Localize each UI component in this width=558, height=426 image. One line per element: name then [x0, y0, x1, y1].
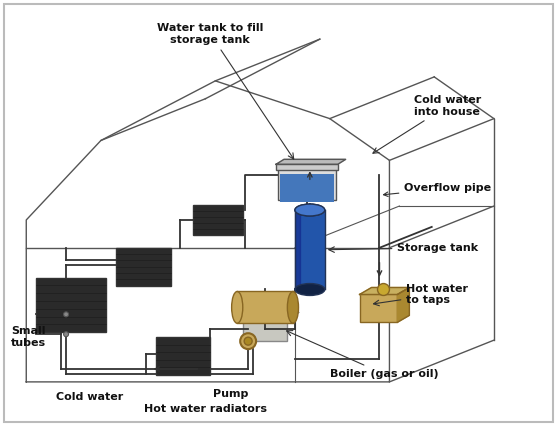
Text: Cold water
into house: Cold water into house [373, 95, 482, 153]
FancyBboxPatch shape [243, 320, 287, 341]
Text: Overflow pipe: Overflow pipe [383, 183, 492, 196]
Ellipse shape [295, 204, 325, 216]
Circle shape [240, 333, 256, 349]
Ellipse shape [295, 284, 325, 296]
Text: Small
tubes: Small tubes [11, 326, 46, 348]
Polygon shape [276, 159, 345, 164]
Circle shape [64, 332, 69, 337]
Text: Hot water
to taps: Hot water to taps [373, 284, 468, 306]
FancyBboxPatch shape [194, 205, 243, 235]
FancyBboxPatch shape [359, 294, 397, 322]
Text: Water tank to fill
storage tank: Water tank to fill storage tank [157, 23, 294, 159]
Text: Pump: Pump [213, 389, 248, 399]
Polygon shape [397, 288, 410, 322]
FancyBboxPatch shape [278, 168, 336, 200]
Text: Cold water: Cold water [56, 392, 123, 402]
Polygon shape [359, 288, 410, 294]
Ellipse shape [295, 204, 325, 216]
FancyBboxPatch shape [237, 291, 293, 323]
Ellipse shape [232, 291, 243, 323]
Text: Storage tank: Storage tank [329, 243, 479, 253]
FancyBboxPatch shape [116, 248, 171, 285]
Circle shape [244, 337, 252, 345]
FancyBboxPatch shape [280, 174, 334, 202]
FancyBboxPatch shape [36, 278, 106, 332]
Circle shape [378, 284, 389, 296]
FancyBboxPatch shape [295, 210, 325, 290]
Text: Boiler (gas or oil): Boiler (gas or oil) [287, 331, 439, 379]
Polygon shape [243, 312, 299, 320]
Ellipse shape [287, 291, 299, 323]
Text: Hot water radiators: Hot water radiators [144, 404, 267, 414]
Circle shape [64, 312, 69, 317]
Polygon shape [295, 210, 300, 290]
FancyBboxPatch shape [156, 337, 210, 375]
FancyBboxPatch shape [276, 164, 338, 170]
